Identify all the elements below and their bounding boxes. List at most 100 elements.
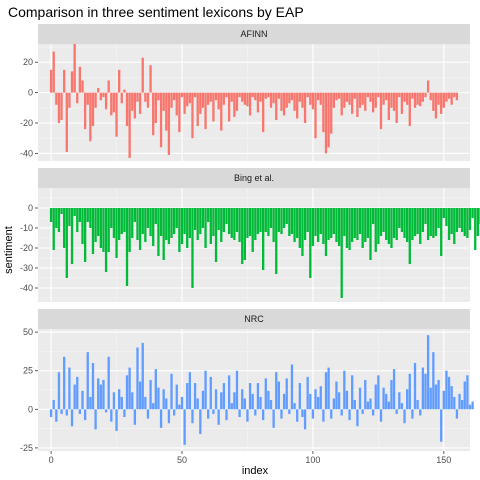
bar: [293, 208, 296, 242]
bar: [398, 392, 401, 410]
bar: [345, 92, 349, 102]
bar: [364, 92, 367, 111]
bar: [408, 208, 411, 264]
bar: [63, 208, 66, 248]
bar: [83, 208, 87, 262]
bar: [138, 381, 142, 410]
y-tick-label: 0: [28, 88, 33, 98]
bar: [277, 381, 281, 410]
bar: [280, 92, 283, 111]
bar: [455, 92, 459, 101]
bar: [343, 370, 346, 410]
bar: [243, 398, 246, 410]
bar: [398, 92, 401, 98]
bar: [115, 409, 118, 431]
bar: [353, 400, 356, 410]
bar: [416, 208, 419, 234]
bar: [241, 208, 244, 264]
bar: [419, 409, 422, 416]
bar: [364, 208, 367, 242]
bar: [209, 376, 212, 410]
bar: [254, 409, 257, 416]
bar: [199, 92, 202, 114]
bar: [212, 92, 215, 122]
bar: [104, 409, 108, 413]
bar: [474, 208, 477, 250]
bar: [421, 367, 425, 410]
bar: [241, 389, 244, 410]
bar: [222, 92, 226, 105]
bar: [83, 409, 87, 421]
bar: [374, 208, 377, 252]
bar: [442, 208, 445, 218]
bar: [466, 375, 469, 410]
bar: [343, 92, 346, 108]
bar: [165, 208, 168, 240]
bar: [141, 57, 144, 93]
bar: [403, 92, 406, 102]
bar: [351, 375, 354, 410]
bar: [371, 409, 375, 416]
bar: [288, 409, 291, 414]
x-axis-title: index: [242, 465, 269, 477]
bar: [131, 208, 134, 238]
bar: [83, 92, 87, 130]
bar: [94, 208, 97, 242]
bar: [306, 92, 309, 98]
y-tick-label: -20: [20, 118, 33, 128]
bar: [152, 403, 155, 410]
x-tick-label: 50: [177, 455, 187, 465]
bar: [419, 208, 422, 244]
bar: [262, 92, 265, 133]
bar: [159, 208, 163, 236]
bar: [406, 92, 409, 105]
bar: [293, 92, 296, 111]
bar: [188, 372, 192, 410]
bar: [254, 92, 257, 101]
bar: [152, 92, 155, 136]
bar: [316, 92, 320, 101]
bar: [413, 208, 417, 236]
bar: [204, 92, 207, 130]
bar: [458, 393, 461, 410]
bar: [301, 92, 304, 108]
bar: [204, 370, 207, 410]
bar: [403, 208, 406, 238]
y-tick-label: -40: [20, 148, 33, 158]
bar: [65, 409, 68, 416]
bar: [437, 379, 440, 410]
bar: [290, 364, 294, 410]
bar: [76, 208, 79, 232]
facet-strip-label: NRC: [244, 314, 264, 324]
bar: [463, 208, 466, 236]
bar: [175, 384, 178, 410]
bar: [348, 92, 351, 105]
y-tick-label: -10: [20, 223, 33, 233]
bar: [429, 92, 432, 101]
bar: [432, 92, 435, 111]
bar: [432, 352, 435, 410]
bar: [241, 92, 244, 102]
bar: [209, 208, 212, 244]
bar: [175, 92, 178, 116]
bar: [138, 92, 142, 114]
bar-series: [49, 335, 474, 445]
bar: [52, 208, 55, 250]
bar: [416, 92, 419, 105]
bar: [275, 208, 278, 274]
bar: [455, 409, 459, 419]
bar: [303, 92, 307, 124]
bar: [55, 92, 58, 105]
bar: [379, 92, 383, 130]
x-tick-label: 100: [305, 455, 320, 465]
bar: [251, 92, 254, 98]
bar: [52, 400, 55, 410]
bar: [70, 409, 74, 427]
bar: [172, 208, 176, 234]
bar: [193, 92, 197, 98]
bar: [141, 342, 144, 410]
bar: [248, 383, 252, 410]
bar: [110, 92, 113, 116]
bar: [324, 208, 328, 256]
bar: [392, 208, 396, 238]
